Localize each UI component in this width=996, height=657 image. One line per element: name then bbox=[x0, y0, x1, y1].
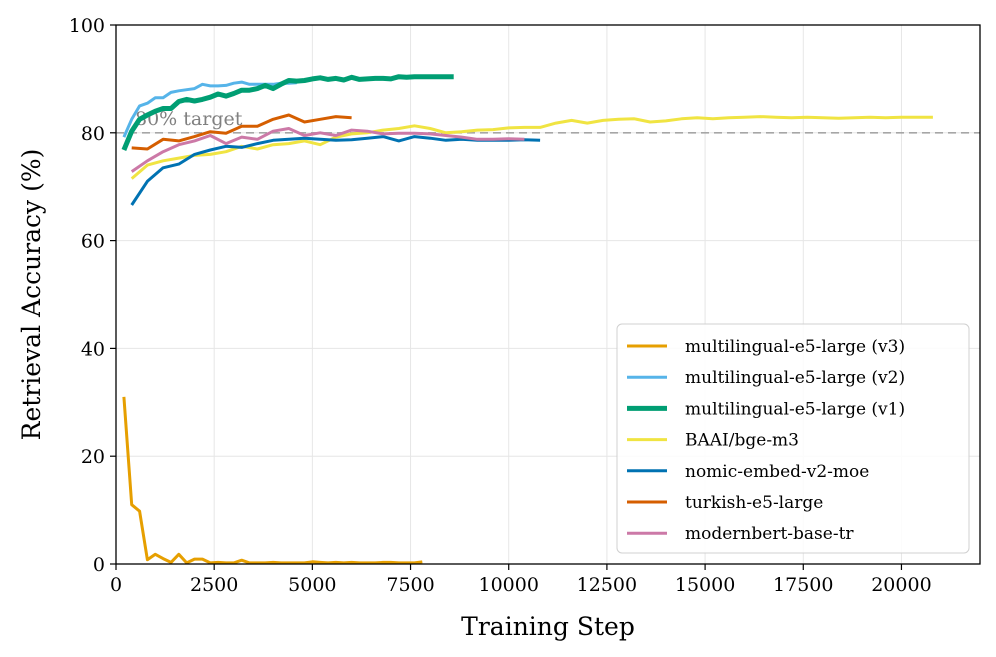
series-line-6 bbox=[130, 127, 525, 173]
target-reference-label: 80% target bbox=[135, 108, 243, 130]
x-tick-label: 2500 bbox=[190, 574, 238, 596]
y-axis-ticks: 0 20 40 60 80 100 bbox=[69, 15, 116, 576]
series-line-5 bbox=[131, 113, 352, 151]
x-tick-label: 20000 bbox=[871, 574, 931, 596]
legend-label: modernbert-base-tr bbox=[685, 524, 854, 544]
legend: multilingual-e5-large (v3) multilingual-e… bbox=[616, 323, 970, 554]
legend-label: nomic-embed-v2-moe bbox=[685, 462, 869, 482]
series-lines bbox=[121, 74, 933, 565]
legend-label: turkish-e5-large bbox=[685, 493, 823, 513]
y-tick-label: 40 bbox=[81, 338, 105, 360]
x-tick-label: 17500 bbox=[773, 574, 833, 596]
x-tick-label: 5000 bbox=[288, 574, 336, 596]
x-tick-label: 15000 bbox=[675, 574, 735, 596]
series-line-3 bbox=[130, 115, 933, 180]
legend-label: multilingual-e5-large (v1) bbox=[685, 399, 905, 419]
y-tick-label: 60 bbox=[81, 231, 105, 253]
y-tick-label: 80 bbox=[81, 123, 105, 145]
x-tick-label: 12500 bbox=[577, 574, 637, 596]
plot-area-frame bbox=[115, 24, 981, 565]
x-axis-ticks: 0 2500 5000 7500 10000 12500 15000 17500 20000 bbox=[110, 564, 932, 596]
legend-label: multilingual-e5-large (v2) bbox=[685, 368, 905, 388]
y-tick-label: 100 bbox=[69, 15, 105, 37]
y-tick-label: 0 bbox=[93, 554, 105, 576]
legend-label: multilingual-e5-large (v3) bbox=[685, 337, 905, 357]
y-axis-title: Retrieval Accuracy (%) bbox=[17, 149, 46, 441]
x-axis-title: Training Step bbox=[461, 612, 635, 641]
y-tick-label: 20 bbox=[81, 446, 105, 468]
legend-label: BAAI/bge-m3 bbox=[685, 431, 799, 451]
series-line-0 bbox=[122, 396, 423, 565]
x-tick-label: 10000 bbox=[479, 574, 539, 596]
x-tick-label: 7500 bbox=[386, 574, 434, 596]
x-tick-label: 0 bbox=[110, 574, 122, 596]
series-line-2 bbox=[121, 74, 454, 151]
legend-box bbox=[616, 323, 970, 554]
